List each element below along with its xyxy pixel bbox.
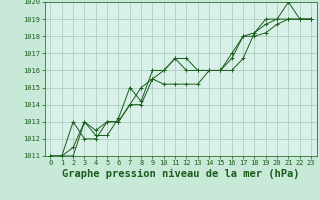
X-axis label: Graphe pression niveau de la mer (hPa): Graphe pression niveau de la mer (hPa) <box>62 169 300 179</box>
